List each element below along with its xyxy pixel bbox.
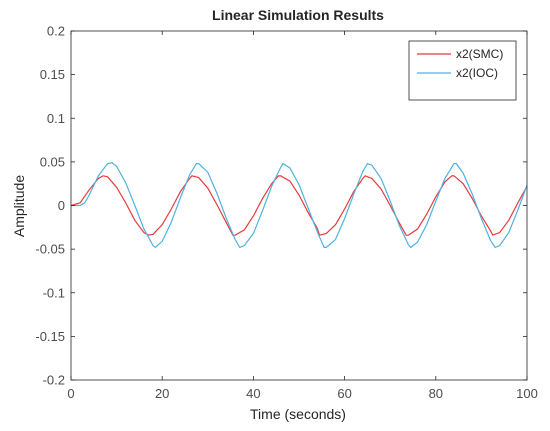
y-tick-label: 0.15 xyxy=(40,67,65,82)
series-line-x2-ioc- xyxy=(71,162,528,249)
legend-label-smc: x2(SMC) xyxy=(456,47,503,61)
x-tick-label: 40 xyxy=(246,386,260,401)
y-tick-label: 0.2 xyxy=(47,24,65,39)
axes-layer xyxy=(70,30,528,381)
legend-box xyxy=(408,40,517,101)
series-layer xyxy=(70,162,528,249)
x-tick-label: 80 xyxy=(429,386,443,401)
x-tick-label: 20 xyxy=(155,386,169,401)
legend: x2(SMC) x2(IOC) xyxy=(408,40,517,101)
y-tick-label: -0.05 xyxy=(35,242,65,257)
x-tick-labels: 0 20 40 60 80 100 xyxy=(67,386,537,401)
x-axis-label: Time (seconds) xyxy=(250,406,346,422)
y-tick-label: -0.1 xyxy=(43,285,65,300)
y-tick-label: -0.2 xyxy=(43,373,65,388)
series-line-x2-smc- xyxy=(70,175,528,236)
y-tick-labels: 0.2 0.15 0.1 0.05 0 -0.05 -0.1 -0.15 -0.2 xyxy=(35,24,65,388)
y-tick-label: 0 xyxy=(58,198,65,213)
chart-title: Linear Simulation Results xyxy=(212,7,384,23)
y-tick-label: 0.1 xyxy=(47,111,65,126)
y-tick-label: 0.05 xyxy=(40,154,65,169)
x-tick-label: 60 xyxy=(337,386,351,401)
y-tick-label: -0.15 xyxy=(35,329,65,344)
x-tick-label: 0 xyxy=(67,386,74,401)
legend-label-ioc: x2(IOC) xyxy=(456,66,498,80)
y-axis-label: Amplitude xyxy=(11,175,27,237)
x-tick-label: 100 xyxy=(516,386,538,401)
